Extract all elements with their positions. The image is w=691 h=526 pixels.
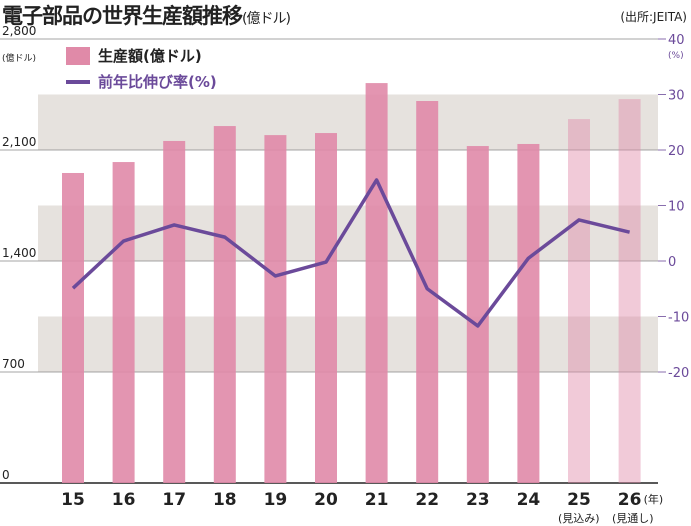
shaded-band: [38, 205, 658, 261]
legend-line-swatch: [66, 79, 90, 84]
x-unit: (年): [644, 492, 664, 506]
x-tick-label: 24: [517, 490, 541, 510]
x-tick-label: 21: [365, 490, 389, 510]
x-tick-label: 25: [567, 490, 591, 510]
right-tick-label: -20: [668, 366, 689, 381]
bar: [365, 83, 388, 483]
bar: [416, 101, 439, 483]
right-tick-label: 30: [668, 89, 685, 104]
right-tick-label: 20: [668, 144, 685, 159]
right-tick-label: 0: [668, 255, 676, 270]
note-25: (見込み): [558, 512, 600, 525]
right-axis-unit: (%): [668, 51, 684, 61]
legend-bar: 生産額(億ドル): [66, 45, 202, 66]
left-tick-label: 0: [2, 468, 10, 482]
x-tick-label: 26: [618, 490, 642, 510]
chart-title: 電子部品の世界生産額推移(億ドル): [2, 4, 291, 28]
bar: [315, 133, 337, 484]
x-tick-label: 20: [314, 490, 338, 510]
shaded-band: [38, 316, 658, 372]
right-tick-label: -10: [668, 311, 689, 326]
left-tick-label: 2,800: [2, 24, 36, 38]
x-tick-label: 23: [466, 490, 490, 510]
legend-bar-swatch: [66, 46, 90, 65]
x-tick-label: 16: [112, 490, 136, 510]
x-tick-label: 22: [415, 490, 439, 510]
x-tick-label: 19: [264, 490, 288, 510]
left-tick-label: 1,400: [2, 246, 36, 260]
x-tick-label: 18: [213, 490, 237, 510]
right-tick-label: 40: [668, 33, 685, 48]
bar: [618, 99, 641, 483]
left-tick-label: 700: [2, 357, 25, 371]
left-tick-label: 2,100: [2, 135, 36, 149]
growth-line: [71, 178, 631, 328]
x-tick-label: 17: [162, 490, 186, 510]
shaded-band: [38, 94, 658, 150]
bar: [517, 143, 540, 483]
bar: [62, 172, 84, 483]
legend-line: 前年比伸び率(%): [66, 71, 217, 92]
x-tick-label: 15: [61, 490, 85, 510]
source: (出所:JEITA): [620, 10, 687, 24]
bar: [112, 162, 135, 483]
note-26: (見通し): [612, 512, 654, 525]
bar: [264, 135, 287, 483]
right-tick-label: 10: [668, 200, 685, 215]
bar: [568, 119, 590, 483]
left-axis-unit: (億ドル): [2, 54, 37, 64]
bar: [213, 126, 236, 483]
bar: [163, 140, 186, 483]
bar: [466, 146, 489, 484]
